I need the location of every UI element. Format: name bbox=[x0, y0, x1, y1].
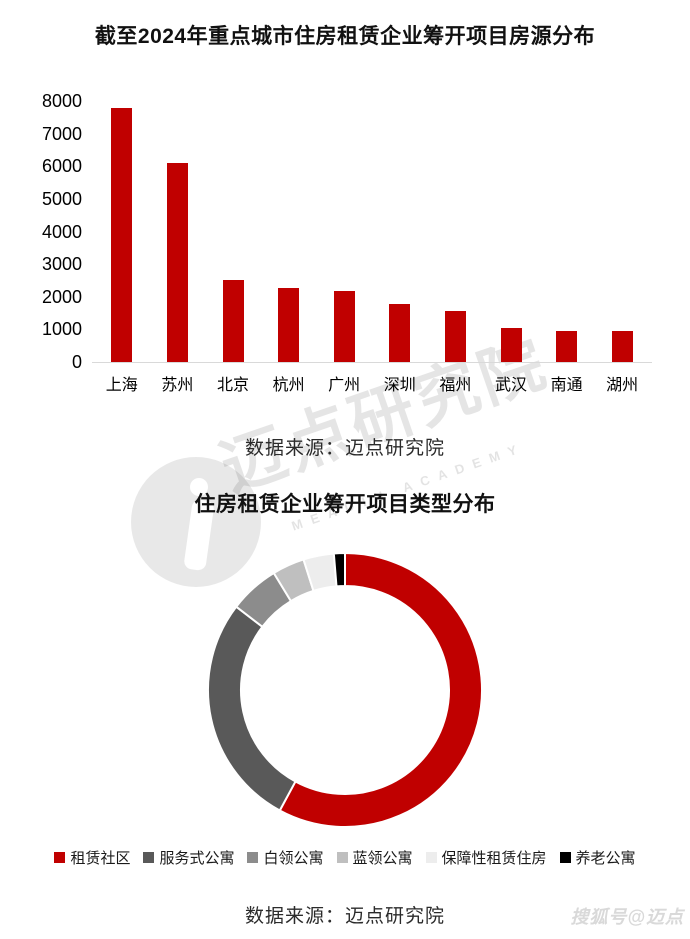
bar bbox=[278, 288, 300, 362]
bar bbox=[222, 280, 244, 362]
legend-item: 蓝领公寓 bbox=[336, 847, 413, 868]
x-axis-label: 上海 bbox=[105, 377, 138, 394]
bar bbox=[389, 304, 411, 362]
y-axis-tick-label: 1000 bbox=[41, 319, 82, 340]
bar bbox=[444, 311, 466, 362]
x-axis-label: 杭州 bbox=[272, 377, 305, 394]
legend-swatch-icon bbox=[559, 852, 571, 863]
donut-legend: 租赁社区 服务式公寓 白领公寓 蓝领公寓 保障性租赁住房 养老公寓 bbox=[0, 847, 690, 868]
donut-segment bbox=[278, 551, 483, 828]
bar bbox=[333, 291, 355, 362]
donut-segment bbox=[207, 605, 297, 812]
legend-item: 白领公寓 bbox=[247, 847, 324, 868]
x-axis-label: 湖州 bbox=[606, 377, 639, 394]
legend-swatch-icon bbox=[425, 852, 437, 863]
bar bbox=[556, 331, 578, 362]
bar bbox=[611, 331, 633, 362]
legend-label: 保障性租赁住房 bbox=[441, 850, 547, 867]
bar bbox=[111, 108, 133, 362]
legend-item: 保障性租赁住房 bbox=[425, 847, 547, 868]
legend-item: 服务式公寓 bbox=[143, 847, 234, 868]
legend-swatch-icon bbox=[247, 852, 259, 863]
bar-chart-source: 数据来源：迈点研究院 bbox=[244, 438, 445, 459]
legend-label: 服务式公寓 bbox=[159, 850, 235, 867]
y-axis-tick-label: 7000 bbox=[41, 123, 82, 144]
bar bbox=[166, 163, 188, 362]
legend-label: 租赁社区 bbox=[70, 850, 131, 867]
legend-label: 蓝领公寓 bbox=[352, 850, 413, 867]
donut-chart-title: 住房租赁企业筹开项目类型分布 bbox=[194, 493, 496, 516]
x-axis-label: 武汉 bbox=[494, 377, 527, 394]
y-axis-tick-label: 5000 bbox=[41, 188, 82, 209]
bar-chart-title: 截至2024年重点城市住房租赁企业筹开项目房源分布 bbox=[94, 25, 596, 48]
y-axis-tick-label: 2000 bbox=[41, 286, 82, 307]
bar bbox=[500, 328, 522, 362]
y-axis-tick-label: 3000 bbox=[41, 254, 82, 275]
x-axis-label: 南通 bbox=[550, 377, 583, 394]
x-axis-label: 北京 bbox=[216, 377, 249, 394]
bar-chart: 8000 7000 6000 5000 4000 3000 2000 1000 0 上海 苏州 北京 杭… bbox=[0, 0, 690, 420]
donut-chart bbox=[207, 551, 483, 828]
legend-label: 养老公寓 bbox=[575, 850, 636, 867]
donut-segment bbox=[332, 551, 346, 588]
x-axis-label: 深圳 bbox=[383, 377, 416, 394]
y-axis-tick-label: 6000 bbox=[41, 156, 82, 177]
legend-label: 白领公寓 bbox=[263, 850, 324, 867]
x-axis-label: 广州 bbox=[328, 377, 361, 394]
x-axis-line bbox=[92, 362, 652, 363]
legend-swatch-icon bbox=[54, 852, 66, 863]
y-axis-tick-label: 8000 bbox=[41, 91, 82, 111]
x-axis-label: 福州 bbox=[439, 377, 472, 394]
legend-item: 养老公寓 bbox=[559, 847, 636, 868]
y-axis-tick-label: 4000 bbox=[41, 221, 82, 242]
legend-swatch-icon bbox=[143, 852, 155, 863]
legend-item: 租赁社区 bbox=[54, 847, 130, 868]
y-axis-tick-label: 0 bbox=[71, 352, 82, 372]
donut-chart-source: 数据来源：迈点研究院 bbox=[244, 906, 445, 927]
legend-swatch-icon bbox=[336, 852, 348, 863]
x-axis-label: 苏州 bbox=[161, 377, 194, 394]
